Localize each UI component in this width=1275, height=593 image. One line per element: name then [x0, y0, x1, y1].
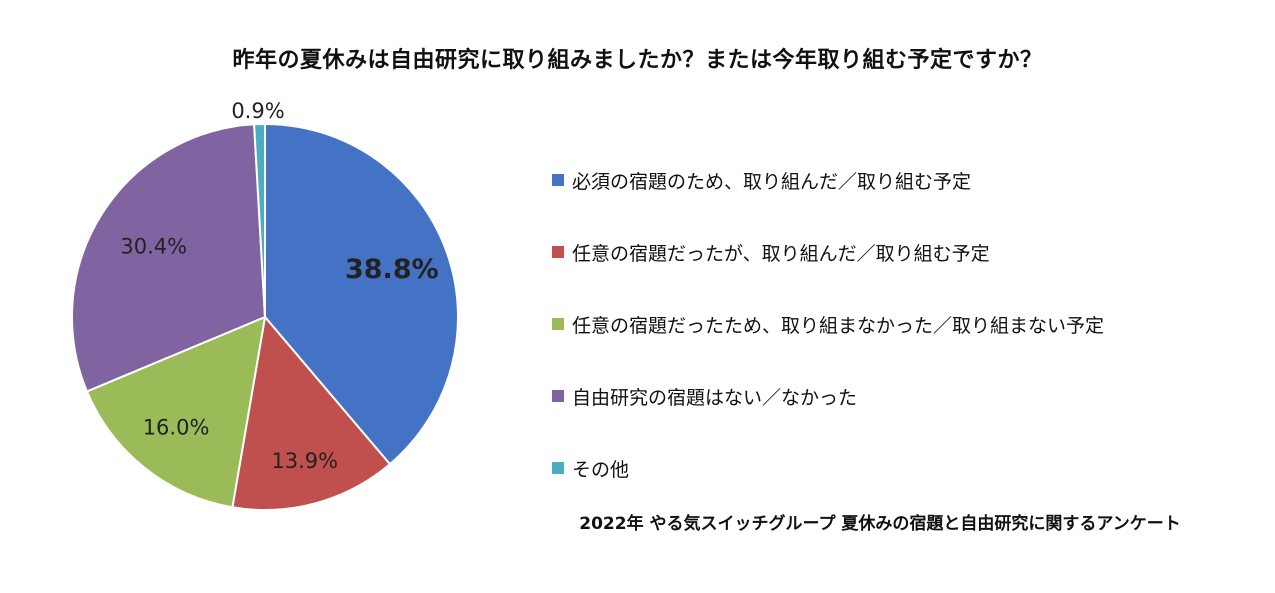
- pie-slice: [71, 123, 267, 393]
- legend-item: 任意の宿題だったため、取り組まなかった／取り組まない予定: [552, 306, 1104, 342]
- slice-value-label: 38.8%: [345, 254, 439, 285]
- legend-swatch: [552, 318, 564, 330]
- legend: 必須の宿題のため、取り組んだ／取り組む予定 任意の宿題だったが、取り組んだ／取り…: [552, 162, 1104, 486]
- legend-swatch: [552, 390, 564, 402]
- slice-value-label: 0.9%: [231, 99, 284, 123]
- pie-slice: [253, 122, 266, 318]
- legend-label: 任意の宿題だったため、取り組まなかった／取り組まない予定: [572, 314, 1105, 337]
- legend-swatch: [552, 462, 564, 474]
- legend-item: 任意の宿題だったが、取り組んだ／取り組む予定: [552, 234, 1104, 270]
- pie-slice: [264, 122, 459, 466]
- legend-label: 必須の宿題のため、取り組んだ／取り組む予定: [572, 170, 972, 193]
- pie-slice: [231, 314, 392, 511]
- pie-slice: [85, 315, 267, 509]
- legend-item: 自由研究の宿題はない／なかった: [552, 378, 1104, 414]
- slice-value-label: 30.4%: [120, 234, 187, 258]
- legend-label: 自由研究の宿題はない／なかった: [572, 386, 858, 409]
- legend-label: 任意の宿題だったが、取り組んだ／取り組む予定: [572, 242, 990, 265]
- legend-item: その他: [552, 450, 1104, 486]
- chart-title: 昨年の夏休みは自由研究に取り組みましたか？または今年取り組む予定ですか？: [232, 48, 1043, 73]
- source-footer: 2022年 やる気スイッチグループ 夏休みの宿題と自由研究に関するアンケート: [579, 514, 1181, 534]
- legend-item: 必須の宿題のため、取り組んだ／取り組む予定: [552, 162, 1104, 198]
- pie-chart: 38.8% 13.9% 16.0% 30.4% 0.9%: [71, 99, 459, 511]
- legend-label: その他: [572, 458, 630, 481]
- slice-value-label: 13.9%: [271, 449, 338, 473]
- legend-swatch: [552, 174, 564, 186]
- legend-swatch: [552, 246, 564, 258]
- slice-value-label: 16.0%: [143, 416, 210, 440]
